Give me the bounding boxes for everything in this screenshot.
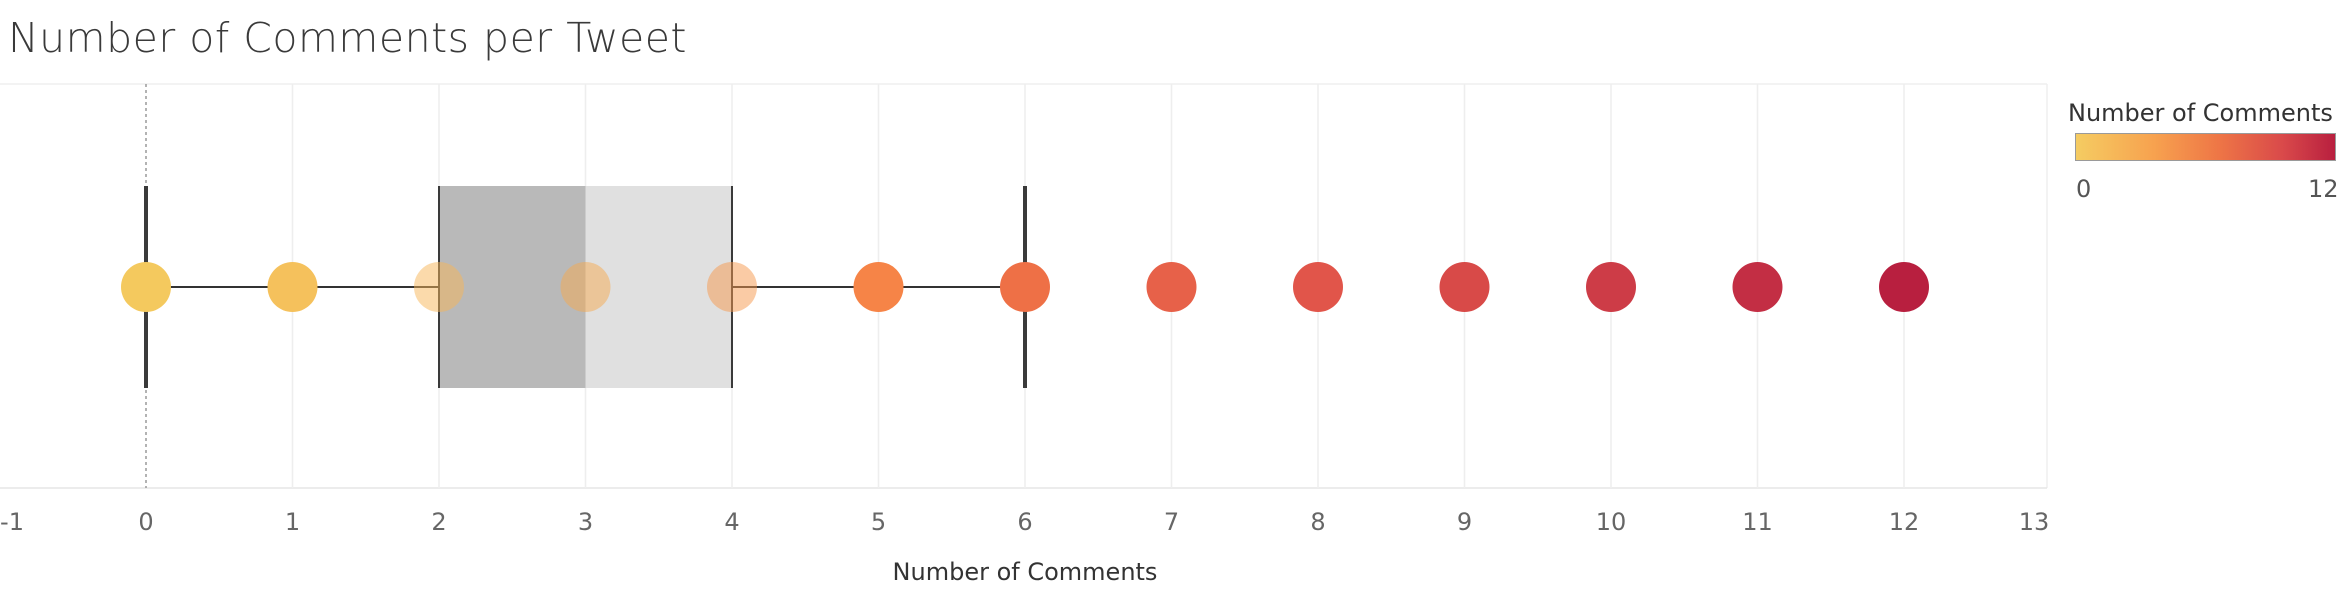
x-tick-label: 3 (578, 508, 593, 536)
data-point (560, 262, 611, 312)
x-tick-label: 2 (431, 508, 446, 536)
x-tick-label: 5 (871, 508, 886, 536)
x-tick-label: 6 (1017, 508, 1032, 536)
x-tick-label: -1 (0, 508, 24, 536)
x-tick-label: 9 (1457, 508, 1472, 536)
x-tick-label: 10 (1596, 508, 1627, 536)
data-point (1000, 262, 1050, 312)
x-tick-label: 0 (138, 508, 153, 536)
x-tick-label: 8 (1310, 508, 1325, 536)
data-point (1146, 262, 1197, 312)
x-tick-label: 12 (1889, 508, 1920, 536)
x-tick-label: 11 (1742, 508, 1773, 536)
legend-title: Number of Comments (2068, 99, 2333, 127)
legend-max-label: 12 (2308, 175, 2339, 203)
data-point (1293, 262, 1343, 312)
data-point (707, 262, 757, 312)
x-tick-label: 13 (2019, 508, 2050, 536)
data-point (853, 262, 904, 312)
data-point (1439, 262, 1490, 312)
x-axis-title: Number of Comments (893, 558, 1158, 586)
data-point (414, 262, 464, 312)
x-tick-label: 7 (1164, 508, 1179, 536)
data-point (1879, 262, 1929, 312)
data-point (1586, 262, 1636, 312)
x-tick-label: 1 (285, 508, 300, 536)
legend-color-ramp (2075, 133, 2336, 161)
chart-title: Number of Comments per Tweet (8, 14, 688, 62)
x-tick-label: 4 (724, 508, 739, 536)
data-point (1732, 262, 1783, 312)
data-point (267, 262, 318, 312)
legend-min-label: 0 (2076, 175, 2092, 203)
data-point (121, 262, 171, 312)
